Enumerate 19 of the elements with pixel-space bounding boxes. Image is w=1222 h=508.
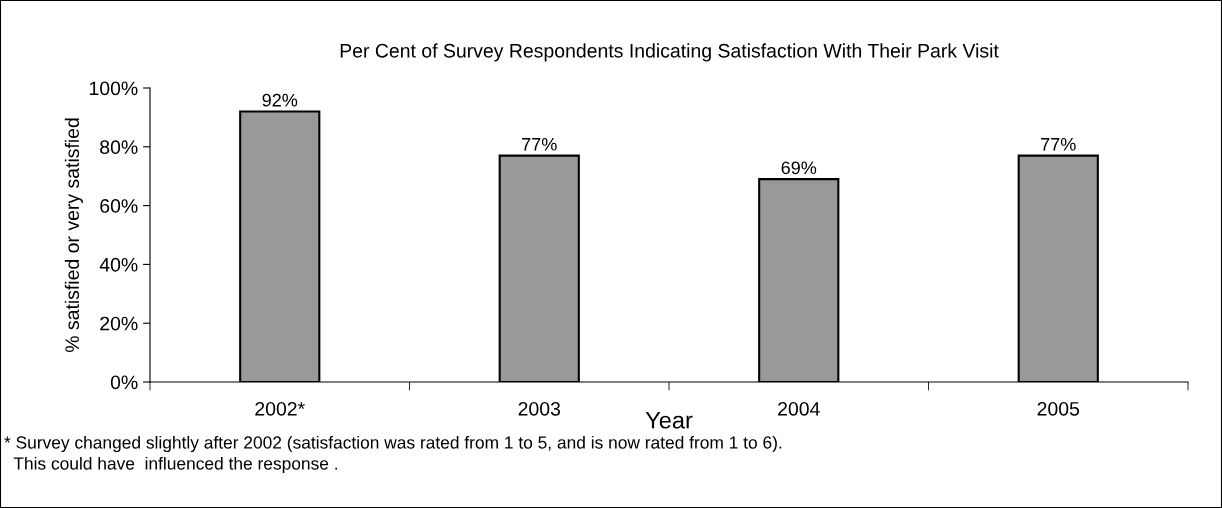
y-tick-label: 0% [110, 375, 138, 390]
y-tick-label: 80% [100, 140, 138, 155]
y-tick-label: 100% [89, 81, 138, 96]
chart-title: Per Cent of Survey Respondents Indicating Satisfaction With Their Park Visit [340, 43, 999, 62]
y-tick-label: 60% [100, 199, 138, 213]
x-tick-label: 2005 [1037, 401, 1080, 416]
x-tick-label: 2002* [255, 401, 305, 416]
data-label: 92% [262, 93, 298, 107]
data-label: 77% [1041, 137, 1076, 151]
x-tick-label: 2004 [778, 401, 820, 416]
text: This could have influenced the response . [13, 456, 337, 474]
data-label: 69% [781, 161, 817, 175]
x-axis-title: Year [645, 412, 693, 429]
y-axis-title: % satisfied or very satisfied [64, 118, 83, 353]
y-tick-label: 20% [100, 316, 138, 331]
data-label: 77% [522, 137, 557, 151]
x-tick-label: 2003 [518, 401, 561, 416]
y-tick-label: 40% [99, 257, 138, 272]
text: * Survey changed slightly after 2002 (satisfaction was rated from 1 to 5, and is now rated from 1 to 6). [4, 435, 782, 453]
